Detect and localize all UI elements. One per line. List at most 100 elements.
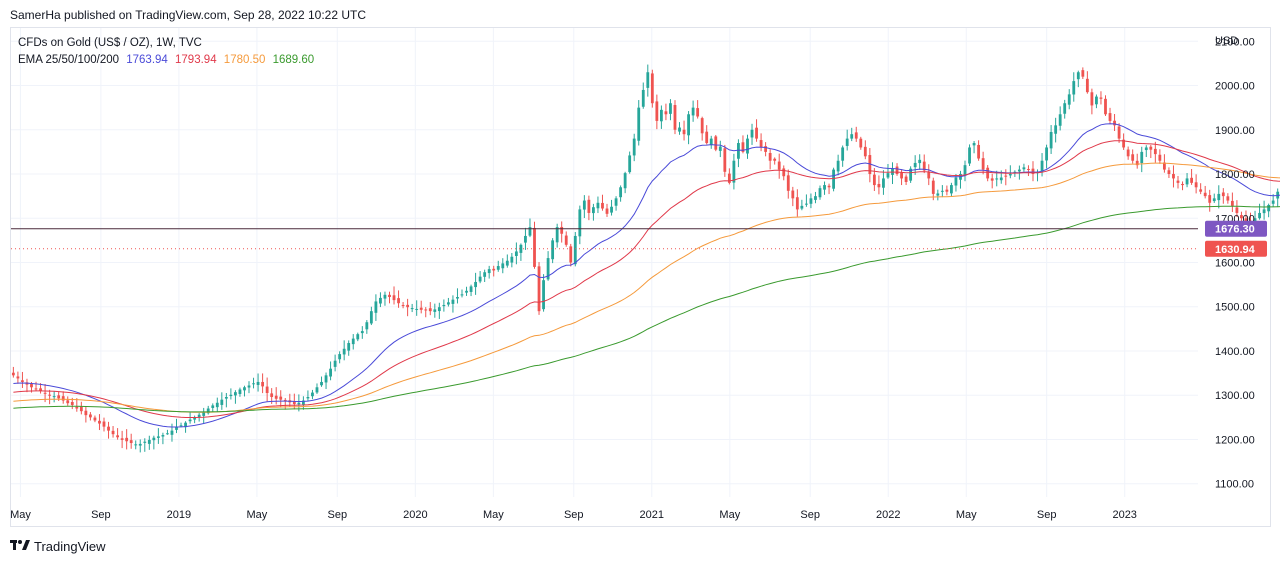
y-tick-label: 1900.00 — [1215, 125, 1255, 137]
candle-body — [1054, 125, 1058, 134]
candle-body — [179, 425, 183, 427]
time-axis: May Sep 2019 May Sep 2020 May Sep 2021 May Sep 2022… — [10, 509, 1137, 521]
candle-body — [755, 127, 758, 139]
candle-body — [120, 438, 124, 440]
candle-body — [977, 144, 981, 159]
candle-body — [428, 308, 432, 312]
candle-body — [496, 266, 500, 270]
candle-body — [1126, 149, 1130, 157]
candle-body — [641, 89, 645, 107]
footer-brand-text: TradingView — [34, 538, 106, 554]
candle-body — [1140, 151, 1144, 163]
candle-body — [392, 295, 396, 301]
candle-body — [274, 395, 278, 399]
candle-body — [1194, 182, 1198, 188]
candle-body — [397, 298, 400, 304]
y-tick-label: 1600.00 — [1215, 258, 1255, 270]
candle-body — [1085, 78, 1089, 93]
candle-body — [1090, 92, 1094, 106]
candle-body — [1226, 196, 1230, 201]
candle-body — [773, 158, 777, 161]
candle-body — [1104, 98, 1107, 115]
candle-body — [379, 297, 382, 304]
candle-body — [809, 198, 813, 204]
candle-body — [1008, 174, 1012, 176]
x-tick-label: Sep — [800, 509, 820, 521]
candle-body — [1262, 209, 1266, 214]
candle-body — [456, 297, 459, 299]
candle-body — [786, 175, 790, 191]
candle-body — [850, 134, 854, 139]
candle-body — [560, 226, 564, 234]
candle-body — [252, 383, 255, 385]
candle-body — [587, 199, 591, 213]
candle-body — [356, 334, 360, 340]
legend-ema-row: EMA 25/50/100/200 1763.94 1793.94 1780.5… — [18, 52, 314, 69]
candle-body — [909, 168, 913, 181]
candle-body — [863, 146, 867, 157]
candle-body — [234, 392, 237, 396]
candle-body — [1244, 218, 1248, 223]
ema-50-line — [13, 140, 1280, 418]
candle-body — [841, 147, 845, 161]
candle-body — [211, 405, 215, 408]
candle-body — [1144, 147, 1148, 151]
y-tick-label: 2000.00 — [1215, 81, 1255, 93]
candle-body — [610, 206, 613, 213]
candle-body — [854, 132, 858, 139]
candle-body — [265, 386, 269, 394]
candle-body — [492, 268, 496, 271]
ema-200-line — [13, 205, 1280, 413]
candle-body — [945, 189, 949, 192]
candle-body — [1190, 177, 1193, 183]
candle-body — [727, 173, 731, 183]
candle-body — [777, 161, 781, 170]
candle-body — [791, 190, 795, 199]
legend-ema25-value: 1763.94 — [126, 54, 168, 66]
candle-body — [1040, 160, 1044, 172]
y-tick-label: 1200.00 — [1215, 434, 1255, 446]
footer-brand[interactable]: TradingView — [10, 538, 106, 554]
candle-body — [469, 286, 473, 292]
candle-body — [93, 417, 97, 421]
candle-body — [202, 411, 206, 416]
candle-body — [111, 430, 115, 435]
candle-body — [827, 185, 831, 188]
candle-body — [505, 260, 509, 266]
candle-body — [175, 427, 178, 430]
candle-body — [320, 381, 323, 386]
last-price-badge — [1205, 240, 1267, 257]
candle-body — [614, 198, 618, 206]
candle-body — [1149, 146, 1153, 150]
candle-body — [1185, 178, 1189, 185]
candle-body — [678, 127, 681, 132]
candle-body — [424, 309, 428, 311]
candle-body — [1153, 148, 1157, 155]
candle-body — [75, 406, 79, 409]
candle-body — [1162, 162, 1166, 170]
candle-body — [188, 419, 192, 422]
candle-body — [388, 294, 391, 298]
candle-body — [70, 401, 74, 405]
candle-body — [333, 360, 337, 367]
candle-body — [1099, 97, 1103, 99]
candle-body — [1240, 215, 1243, 219]
candle-body — [782, 168, 786, 177]
candle-body — [818, 188, 822, 198]
candle-body — [1258, 212, 1261, 219]
y-tick-label: 1800.00 — [1215, 169, 1255, 181]
candle-body — [709, 138, 713, 146]
candle-body — [347, 343, 351, 351]
candle-body — [465, 290, 468, 293]
chart-frame — [10, 27, 1271, 527]
candle-body — [886, 173, 890, 178]
candle-body — [696, 108, 700, 117]
ema-100-line — [13, 162, 1280, 413]
candle-body — [270, 393, 274, 398]
candle-body — [877, 183, 881, 188]
candle-body — [351, 338, 355, 345]
candle-body — [1081, 70, 1085, 77]
candle-body — [1045, 147, 1048, 161]
x-tick-label: Sep — [1037, 509, 1057, 521]
